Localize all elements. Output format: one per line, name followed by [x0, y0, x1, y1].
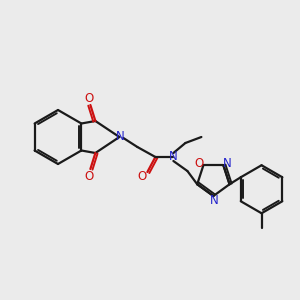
Text: O: O: [85, 92, 94, 104]
Text: N: N: [223, 157, 232, 170]
Text: O: O: [85, 169, 94, 182]
Text: N: N: [116, 130, 125, 143]
Text: N: N: [210, 194, 219, 206]
Text: N: N: [169, 149, 178, 163]
Text: O: O: [195, 157, 204, 170]
Text: O: O: [138, 170, 147, 184]
